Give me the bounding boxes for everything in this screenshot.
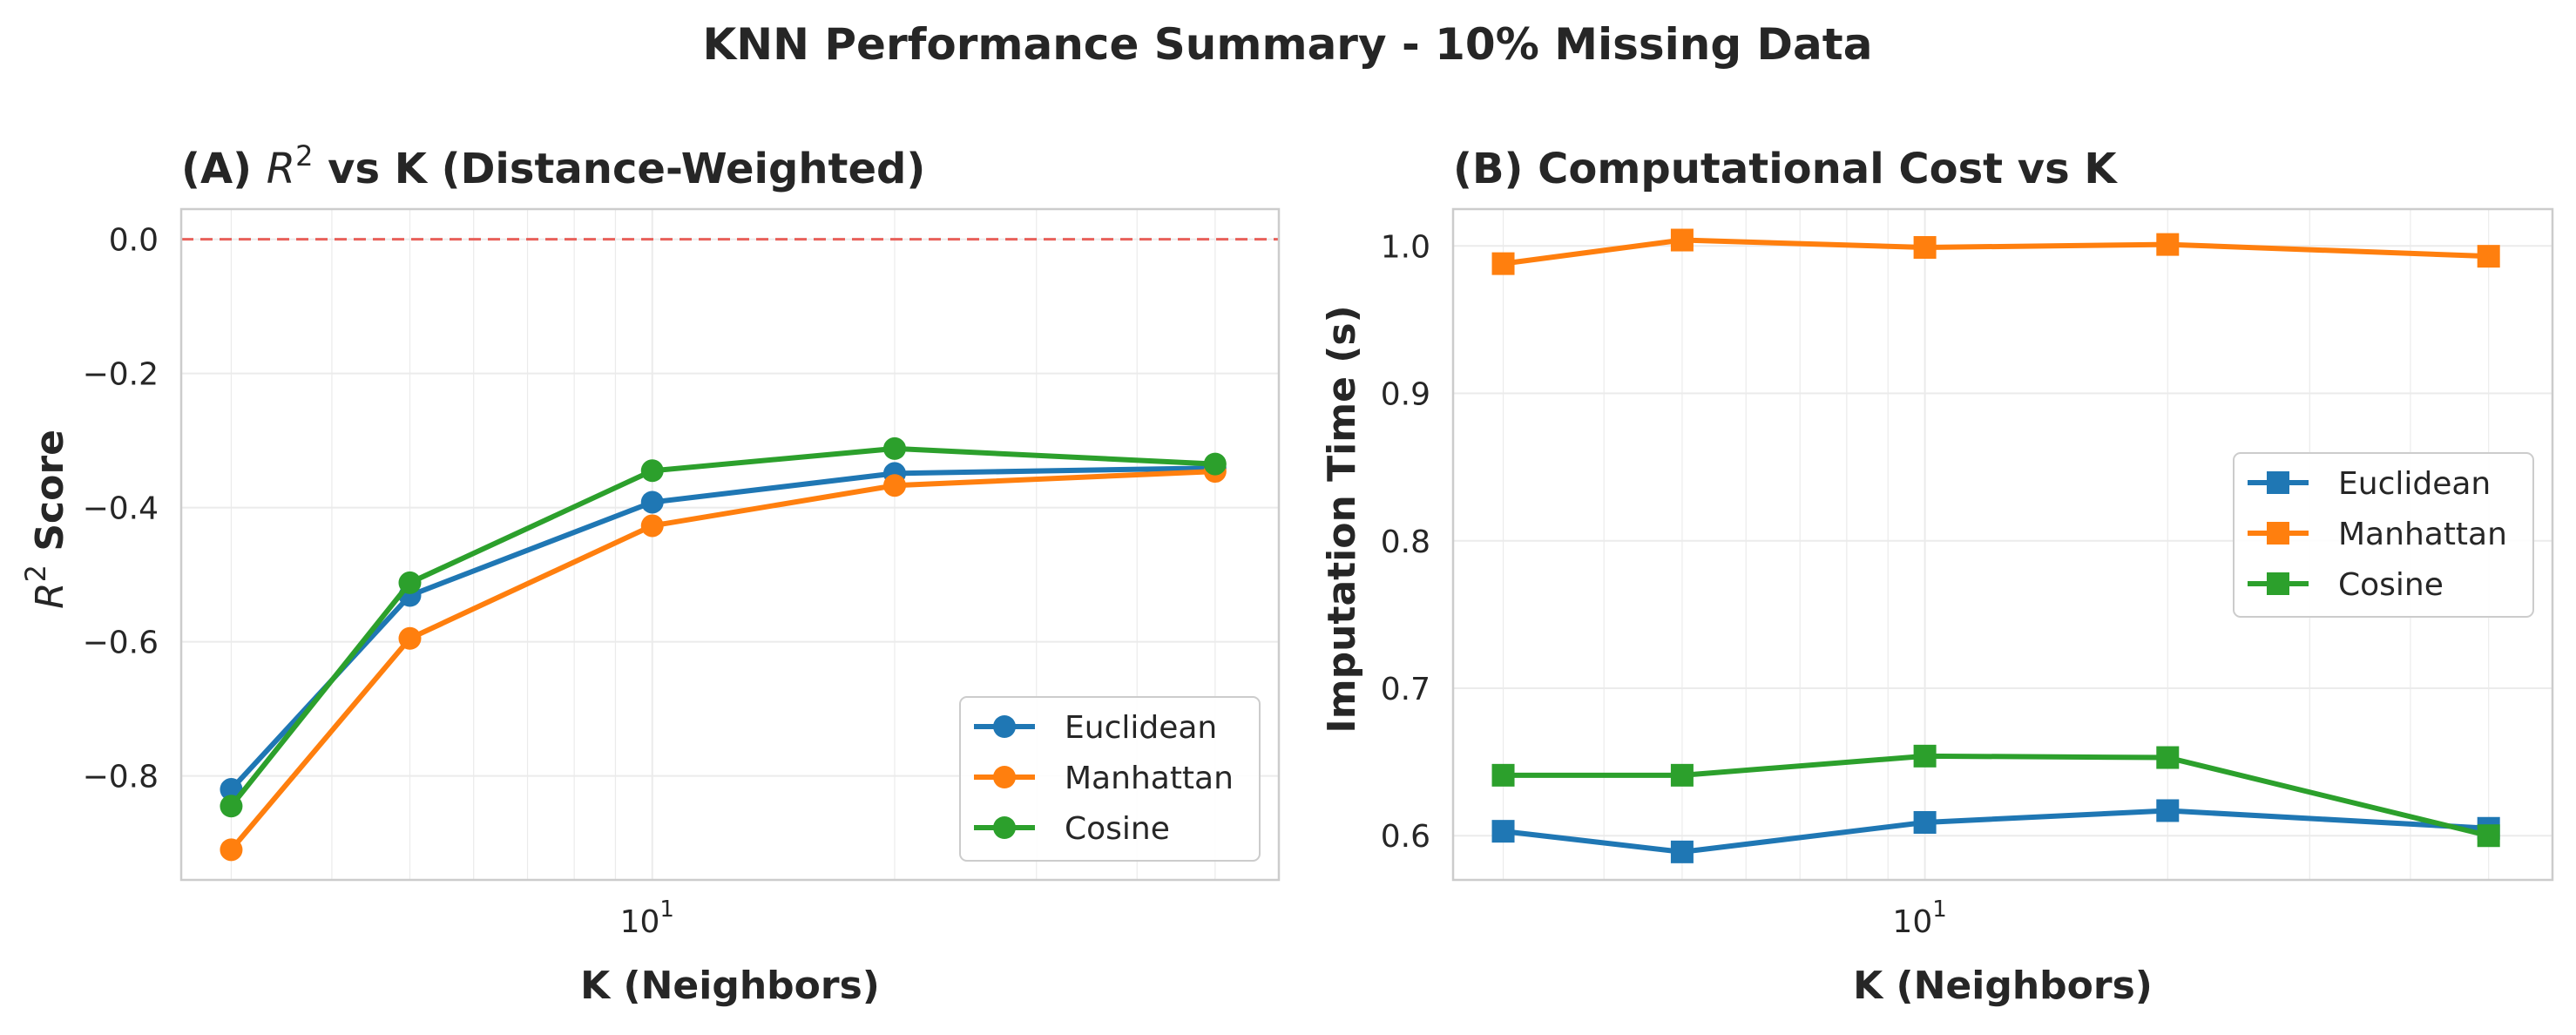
legend-label: Manhattan: [2338, 517, 2507, 552]
series-line: [1503, 808, 2489, 855]
panel-b-title: (B) Computational Cost vs K: [1453, 145, 2118, 193]
data-point: [1491, 252, 1515, 275]
legend-swatch-marker: [993, 715, 1016, 738]
y-tick-label: −0.4: [83, 491, 159, 527]
legend-label: Cosine: [2338, 567, 2444, 603]
legend-swatch-marker: [2267, 522, 2289, 545]
data-point: [1491, 763, 1515, 787]
data-point: [1491, 820, 1515, 843]
legend-entry-cosine: Cosine: [2248, 567, 2444, 603]
panel-a-plot: 0.0 −0.2 −0.4 −0.6 −0.8 101 Euclidean Manhattan…: [83, 207, 1281, 940]
legend: Euclidean Manhattan Cosine: [2233, 452, 2534, 618]
legend-swatch-marker: [993, 766, 1016, 788]
data-point: [2477, 824, 2500, 848]
series-line: [1503, 753, 2490, 839]
axes-frame: [179, 207, 1281, 882]
panel-a: (A) R2 vs K (Distance-Weighted) K (Neigh…: [19, 139, 1281, 1008]
legend-entry-euclidean: Euclidean: [974, 710, 1217, 746]
y-tick-label: 0.9: [1381, 377, 1430, 413]
legend-label: Euclidean: [1065, 710, 1217, 746]
data-point: [2156, 799, 2180, 822]
data-point: [1670, 840, 1694, 863]
panel-a-title: (A) R2 vs K (Distance-Weighted): [181, 139, 925, 193]
y-tick-label: 0.7: [1381, 672, 1430, 707]
series-manhattan: [1491, 228, 2500, 275]
axes-frame: [1451, 207, 2554, 882]
data-point: [640, 459, 664, 483]
data-point: [1913, 744, 1937, 768]
data-point: [640, 514, 664, 538]
y-tick-label: −0.8: [83, 760, 159, 795]
x-tick-label: 101: [1892, 896, 1946, 940]
legend-entry-euclidean: Euclidean: [2248, 466, 2491, 502]
legend-swatch-marker: [2267, 471, 2289, 494]
legend-entry-cosine: Cosine: [974, 811, 1170, 847]
data-point: [1913, 811, 1937, 834]
data-point: [1670, 228, 1694, 252]
legend-entry-manhattan: Manhattan: [974, 761, 1234, 796]
figure-suptitle: KNN Performance Summary - 10% Missing Da…: [703, 19, 1873, 70]
legend-label: Manhattan: [1065, 761, 1234, 796]
data-point: [398, 626, 422, 650]
data-point: [220, 795, 243, 818]
data-point: [1913, 236, 1937, 259]
series-euclidean: [1491, 799, 2500, 863]
data-point: [882, 474, 906, 497]
data-point: [1670, 763, 1694, 787]
series-line: [1503, 237, 2489, 267]
legend-frame: [959, 696, 1261, 862]
series-cosine: [220, 436, 1227, 818]
data-point: [1203, 452, 1227, 476]
y-tick-label: −0.6: [83, 626, 159, 661]
data-point: [220, 838, 243, 862]
panel-b: (B) Computational Cost vs K K (Neighbors…: [1320, 145, 2554, 1008]
data-point: [2477, 245, 2500, 268]
legend-entry-manhattan: Manhattan: [2248, 517, 2507, 552]
panel-b-ylabel: Imputation Time (s): [1320, 305, 1364, 733]
legend-label: Euclidean: [2338, 466, 2491, 502]
y-tick-label: 1.0: [1381, 229, 1430, 265]
panel-b-xlabel: K (Neighbors): [1853, 964, 2153, 1008]
panel-b-plot: 0.6 0.7 0.8 0.9 1.0 101 Euclidean Manhattan Cosi…: [1381, 207, 2554, 940]
data-point: [398, 571, 422, 594]
legend-frame: [2233, 452, 2534, 618]
panel-a-ylabel: R2 Score: [19, 430, 72, 609]
data-point: [2156, 746, 2180, 769]
data-point: [640, 490, 664, 514]
y-tick-label: 0.0: [109, 223, 159, 259]
y-tick-label: 0.6: [1381, 819, 1430, 855]
legend-swatch-marker: [2267, 572, 2289, 595]
x-tick-label: 101: [620, 896, 674, 940]
y-tick-label: −0.2: [83, 357, 159, 393]
legend: Euclidean Manhattan Cosine: [959, 696, 1261, 862]
panel-a-xlabel: K (Neighbors): [580, 964, 880, 1008]
legend-swatch-marker: [993, 816, 1016, 839]
y-tick-label: 0.8: [1381, 524, 1430, 560]
series-cosine: [1491, 744, 2500, 848]
data-point: [2156, 233, 2180, 256]
data-point: [882, 436, 906, 460]
legend-label: Cosine: [1065, 811, 1170, 847]
